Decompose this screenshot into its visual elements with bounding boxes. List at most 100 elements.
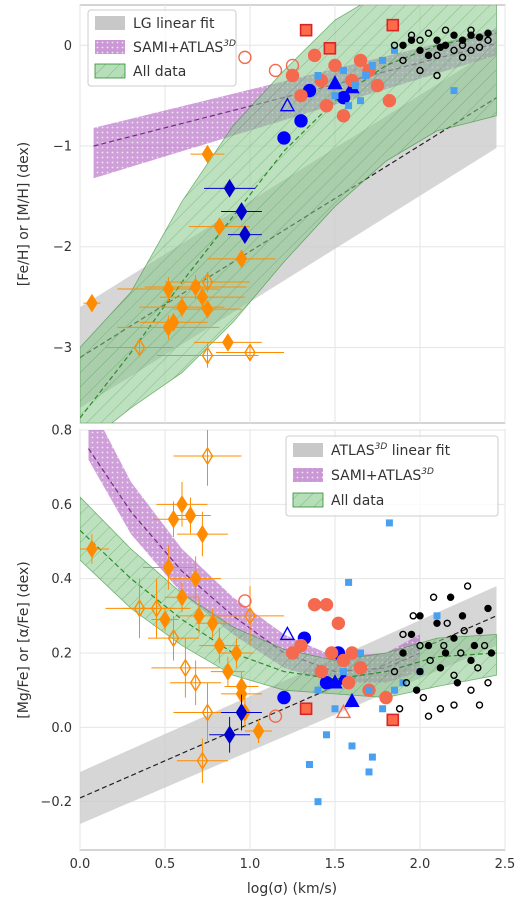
- data-point-circle: [458, 612, 467, 620]
- data-point-circle: [467, 656, 475, 665]
- data-point-circle: [353, 53, 368, 68]
- data-point-circle: [285, 646, 300, 660]
- data-point-diamond: [244, 343, 256, 362]
- data-point-circle: [416, 66, 424, 75]
- data-point-circle: [285, 68, 300, 83]
- data-point-diamond: [86, 293, 98, 313]
- data-point-triangle: [335, 704, 352, 719]
- data-point-circle: [416, 667, 424, 676]
- data-point-square: [385, 519, 393, 527]
- data-point-diamond: [223, 178, 236, 198]
- data-point-circle: [412, 686, 421, 694]
- data-point-circle: [419, 693, 428, 702]
- data-point-circle: [424, 712, 433, 720]
- data-point-diamond: [184, 506, 197, 525]
- data-point-square: [314, 798, 322, 806]
- data-point-circle: [402, 679, 411, 687]
- data-point-circle: [475, 43, 484, 52]
- data-point-diamond: [201, 299, 214, 319]
- data-point-circle: [484, 679, 492, 687]
- data-point-circle: [399, 56, 407, 65]
- data-point-circle: [319, 99, 334, 113]
- data-point-square: [345, 102, 353, 110]
- points-top: [83, 18, 492, 368]
- data-point-circle: [480, 641, 489, 650]
- data-point-diamond: [162, 558, 175, 577]
- band-pattern-2: [80, 5, 497, 423]
- data-point-square: [379, 705, 387, 713]
- data-point-square: [365, 686, 373, 694]
- data-point-square: [345, 578, 353, 586]
- data-point-circle: [484, 604, 492, 613]
- data-point-circle: [474, 664, 482, 672]
- data-point-circle: [424, 641, 433, 650]
- data-point-circle: [294, 638, 308, 653]
- data-point-diamond: [179, 658, 192, 678]
- band-0: [80, 586, 497, 824]
- data-point-circle: [440, 641, 448, 650]
- data-point-circle: [294, 88, 308, 103]
- data-point-circle: [268, 709, 283, 723]
- data-point-circle: [319, 597, 334, 612]
- legend-label-atlas3d-linear-fit: ATLAS3D linear fit: [331, 442, 451, 459]
- legend-label-sami-atlas3d-bottom: SAMI+ATLAS3D: [331, 467, 434, 484]
- data-point-circle: [341, 676, 356, 690]
- legend-label-sami-main-bottom: SAMI+ATLAS: [331, 468, 421, 484]
- points-bottom: [80, 430, 496, 806]
- data-point-circle: [467, 31, 475, 39]
- data-point-circle: [336, 90, 351, 105]
- data-point-diamond: [176, 495, 188, 514]
- data-point-circle: [450, 31, 458, 39]
- data-point-diamond: [196, 287, 209, 307]
- data-point-diamond: [196, 751, 209, 771]
- data-point-circle: [307, 597, 322, 612]
- data-point-triangle: [327, 75, 343, 90]
- legend-label-sami-atlas3d: SAMI+ATLAS3D: [133, 39, 236, 56]
- data-point-circle: [416, 612, 424, 620]
- y-axis-label-bottom: [Mg/Fe] or [α/Fe] (dex): [16, 561, 32, 718]
- data-point-circle: [475, 33, 484, 41]
- data-point-square: [340, 668, 347, 676]
- data-point-circle: [450, 634, 458, 642]
- y-tick-label: −0.2: [40, 795, 72, 810]
- data-point-circle: [285, 58, 300, 73]
- data-point-circle: [470, 641, 479, 650]
- legend-top: LG linear fit SAMI+ATLAS3D All data: [87, 9, 237, 87]
- data-point-square: [348, 742, 356, 750]
- data-point-diamond: [206, 613, 219, 633]
- y-tick-label: −2: [53, 240, 72, 255]
- data-point-circle: [433, 51, 441, 60]
- data-point-diamond: [222, 333, 234, 352]
- data-point-diamond: [235, 703, 248, 722]
- data-point-diamond: [235, 677, 248, 696]
- data-point-circle: [353, 661, 368, 675]
- legend-swatch-atlas3d-linear-fit: [293, 443, 323, 457]
- data-point-diamond: [222, 662, 234, 681]
- legend-label-sami-atlas3d-main: SAMI+ATLAS: [133, 40, 223, 56]
- legend-swatch-dots-bottom: [293, 468, 323, 482]
- data-point-diamond: [162, 317, 175, 337]
- data-point-square: [331, 705, 339, 713]
- data-point-circle: [370, 78, 385, 93]
- data-point-circle: [458, 36, 467, 44]
- data-point-circle: [307, 48, 322, 63]
- data-point-diamond: [176, 587, 188, 607]
- data-point-circle: [395, 705, 404, 713]
- data-point-diamond: [159, 610, 171, 629]
- data-point-circle: [328, 58, 342, 73]
- data-point-circle: [416, 641, 424, 650]
- x-tick-label: 2.5: [495, 857, 516, 872]
- data-point-circle: [336, 109, 351, 123]
- data-point-circle: [314, 664, 329, 679]
- data-point-circle: [238, 50, 252, 65]
- data-point-diamond: [201, 272, 214, 292]
- x-axis-label: log(σ) (km/s): [247, 881, 337, 897]
- legend-bottom: ATLAS3D linear fit SAMI+ATLAS3D All data: [285, 435, 499, 517]
- data-point-square: [368, 753, 376, 761]
- data-point-diamond: [201, 703, 214, 722]
- data-point-diamond: [223, 725, 236, 745]
- data-point-circle: [424, 29, 433, 37]
- data-point-square: [386, 18, 400, 32]
- panel-top: 0 −1 −2 −3 [Fe/H] or [M/H] (dex) LG linear …: [16, 4, 506, 424]
- data-point-diamond: [213, 636, 226, 655]
